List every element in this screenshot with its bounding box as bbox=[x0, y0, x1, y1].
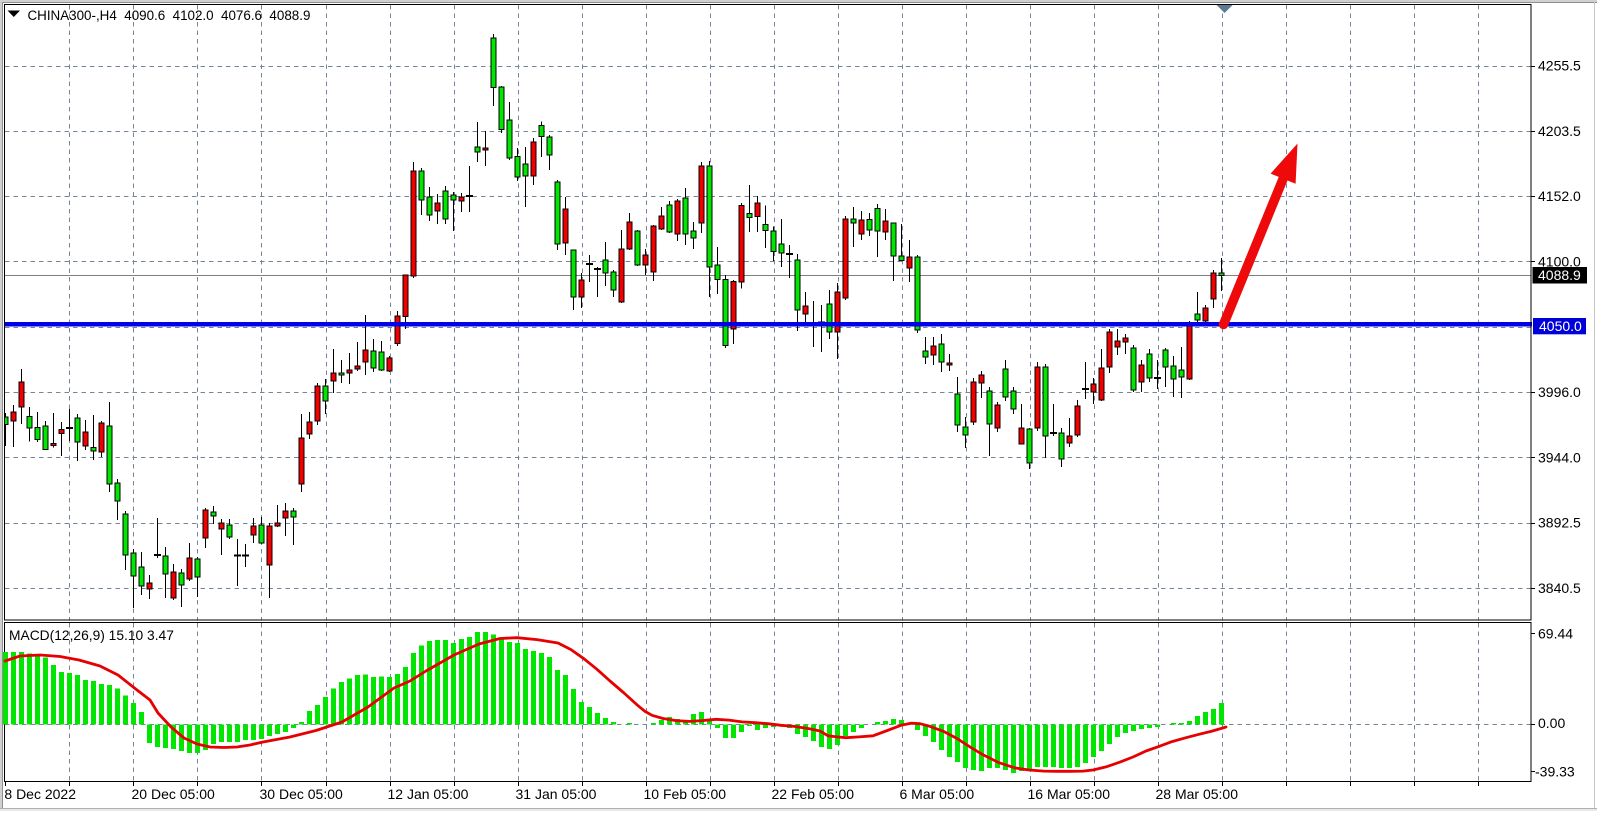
svg-text:69.44: 69.44 bbox=[1538, 626, 1573, 642]
svg-text:CHINA300-,H4 4090.6 4102.0: CHINA300-,H4 4090.6 4102.0 4076.6 4088.9 bbox=[28, 8, 311, 23]
svg-text:12 Jan 05:00: 12 Jan 05:00 bbox=[388, 786, 469, 802]
svg-text:-39.33: -39.33 bbox=[1535, 764, 1575, 780]
svg-text:3892.5: 3892.5 bbox=[1538, 515, 1581, 531]
svg-text:4152.0: 4152.0 bbox=[1538, 188, 1581, 204]
svg-text:22 Feb 05:00: 22 Feb 05:00 bbox=[772, 786, 855, 802]
svg-text:6 Mar 05:00: 6 Mar 05:00 bbox=[900, 786, 975, 802]
svg-text:MACD(12,26,9) 15.10 3.47: MACD(12,26,9) 15.10 3.47 bbox=[9, 628, 174, 643]
svg-text:4088.9: 4088.9 bbox=[1538, 267, 1581, 283]
svg-text:4255.5: 4255.5 bbox=[1538, 58, 1581, 74]
svg-text:20 Dec 05:00: 20 Dec 05:00 bbox=[132, 786, 215, 802]
svg-text:4050.0: 4050.0 bbox=[1539, 318, 1582, 334]
svg-text:0.00: 0.00 bbox=[1538, 715, 1565, 731]
svg-text:3944.0: 3944.0 bbox=[1538, 449, 1581, 465]
svg-text:4203.5: 4203.5 bbox=[1538, 123, 1581, 139]
svg-text:16 Mar 05:00: 16 Mar 05:00 bbox=[1028, 786, 1111, 802]
svg-text:30 Dec 05:00: 30 Dec 05:00 bbox=[260, 786, 343, 802]
svg-text:4100.0: 4100.0 bbox=[1538, 253, 1581, 269]
svg-text:31 Jan 05:00: 31 Jan 05:00 bbox=[516, 786, 597, 802]
svg-text:28 Mar 05:00: 28 Mar 05:00 bbox=[1156, 786, 1239, 802]
svg-text:8 Dec 2022: 8 Dec 2022 bbox=[4, 786, 76, 802]
svg-text:3996.0: 3996.0 bbox=[1538, 384, 1581, 400]
svg-text:3840.5: 3840.5 bbox=[1538, 580, 1581, 596]
svg-text:10 Feb 05:00: 10 Feb 05:00 bbox=[644, 786, 727, 802]
